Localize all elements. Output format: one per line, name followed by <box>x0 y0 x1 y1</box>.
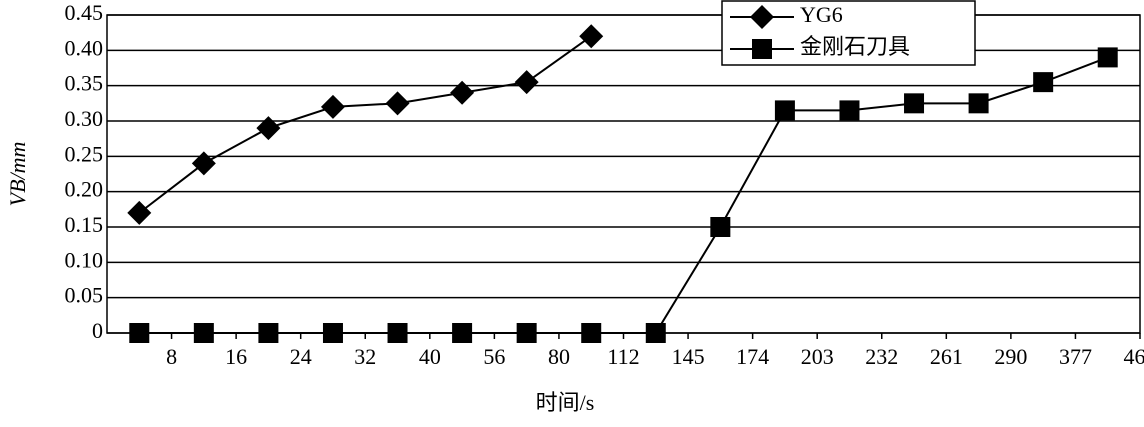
data-point <box>194 323 214 343</box>
data-point <box>839 100 859 120</box>
x-tick-label: 32 <box>354 344 376 369</box>
data-point <box>1033 72 1053 92</box>
data-point <box>646 323 666 343</box>
y-tick-label: 0.45 <box>65 0 104 25</box>
plot-frame <box>107 15 1140 333</box>
data-point <box>450 81 474 105</box>
x-tick-label: 40 <box>419 344 441 369</box>
data-point <box>581 323 601 343</box>
data-point <box>1098 47 1118 67</box>
x-tick-label: 80 <box>548 344 570 369</box>
y-tick-label: 0.25 <box>65 141 104 166</box>
x-axis-label: 时间/s <box>536 390 595 415</box>
data-point <box>904 93 924 113</box>
series-line <box>139 36 591 213</box>
x-tick-label: 112 <box>607 344 639 369</box>
x-tick-label: 56 <box>483 344 505 369</box>
data-point <box>386 91 410 115</box>
x-tick-label: 203 <box>801 344 834 369</box>
y-tick-label: 0.20 <box>65 177 104 202</box>
x-tick-label: 24 <box>290 344 312 369</box>
y-tick-label: 0.30 <box>65 106 104 131</box>
x-tick-label: 16 <box>225 344 247 369</box>
data-point <box>129 323 149 343</box>
data-point <box>323 323 343 343</box>
y-tick-label: 0 <box>92 318 103 343</box>
x-tick-label: 145 <box>672 344 705 369</box>
legend-marker <box>752 39 772 59</box>
data-point <box>710 217 730 237</box>
y-axis-label: VB/mm <box>5 142 30 207</box>
series-line <box>139 57 1107 333</box>
data-point <box>775 100 795 120</box>
data-point <box>256 116 280 140</box>
data-point <box>321 95 345 119</box>
x-tick-label: 174 <box>736 344 769 369</box>
x-tick-label: 290 <box>994 344 1027 369</box>
y-tick-label: 0.35 <box>65 71 104 96</box>
data-point <box>452 323 472 343</box>
legend-label: 金刚石刀具 <box>800 34 910 59</box>
y-tick-label: 0.40 <box>65 35 104 60</box>
x-tick-label: 232 <box>865 344 898 369</box>
data-point <box>579 24 603 48</box>
data-point <box>517 323 537 343</box>
x-tick-label: 464 <box>1124 344 1144 369</box>
x-tick-label: 8 <box>166 344 177 369</box>
x-tick-label: 377 <box>1059 344 1092 369</box>
data-point <box>127 201 151 225</box>
legend-label: YG6 <box>800 2 843 27</box>
data-point <box>388 323 408 343</box>
data-point <box>258 323 278 343</box>
data-point <box>192 151 216 175</box>
y-tick-label: 0.10 <box>65 247 104 272</box>
y-tick-label: 0.05 <box>65 283 104 308</box>
y-tick-label: 0.15 <box>65 212 104 237</box>
data-point <box>515 70 539 94</box>
data-point <box>969 93 989 113</box>
x-tick-label: 261 <box>930 344 963 369</box>
